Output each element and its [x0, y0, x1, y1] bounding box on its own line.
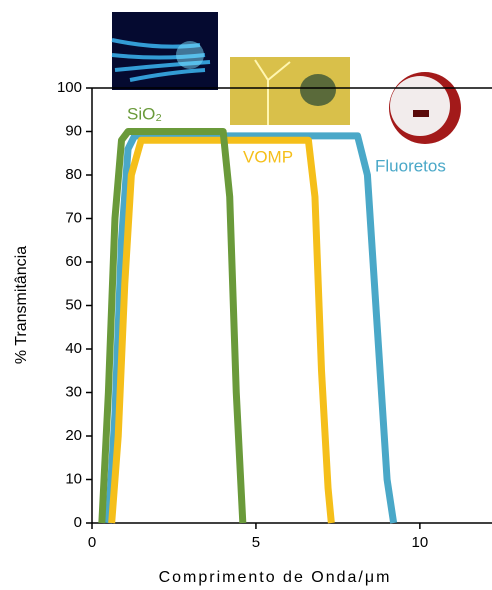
y-tick-label: 100 — [57, 79, 82, 96]
y-tick-label: 30 — [65, 383, 82, 400]
y-tick-label: 80 — [65, 166, 82, 183]
series-label: VOMP — [243, 147, 293, 166]
y-tick-label: 10 — [65, 470, 82, 487]
y-tick-label: 60 — [65, 253, 82, 270]
x-axis-label: Comprimento de Onda/μm — [159, 569, 392, 586]
glass-photo — [230, 57, 350, 125]
y-axis-label: % Transmitância — [13, 246, 30, 364]
series-label: SiO₂ — [127, 104, 162, 123]
series-line — [108, 136, 393, 523]
series-line — [112, 140, 332, 523]
x-tick-label: 5 — [252, 534, 260, 551]
x-tick-label: 10 — [412, 534, 429, 551]
x-tick-label: 0 — [88, 534, 96, 551]
chart: Comprimento de Onda/μm % Transmitância 0… — [0, 0, 492, 590]
fluoride-photo — [389, 72, 461, 144]
y-tick-label: 20 — [65, 427, 82, 444]
y-tick-label: 50 — [65, 296, 82, 313]
fiber-photo — [112, 12, 218, 90]
y-tick-label: 40 — [65, 340, 82, 357]
y-tick-label: 0 — [74, 514, 82, 531]
y-tick-label: 90 — [65, 122, 82, 139]
y-tick-label: 70 — [65, 209, 82, 226]
series-label: Fluoretos — [375, 156, 446, 175]
